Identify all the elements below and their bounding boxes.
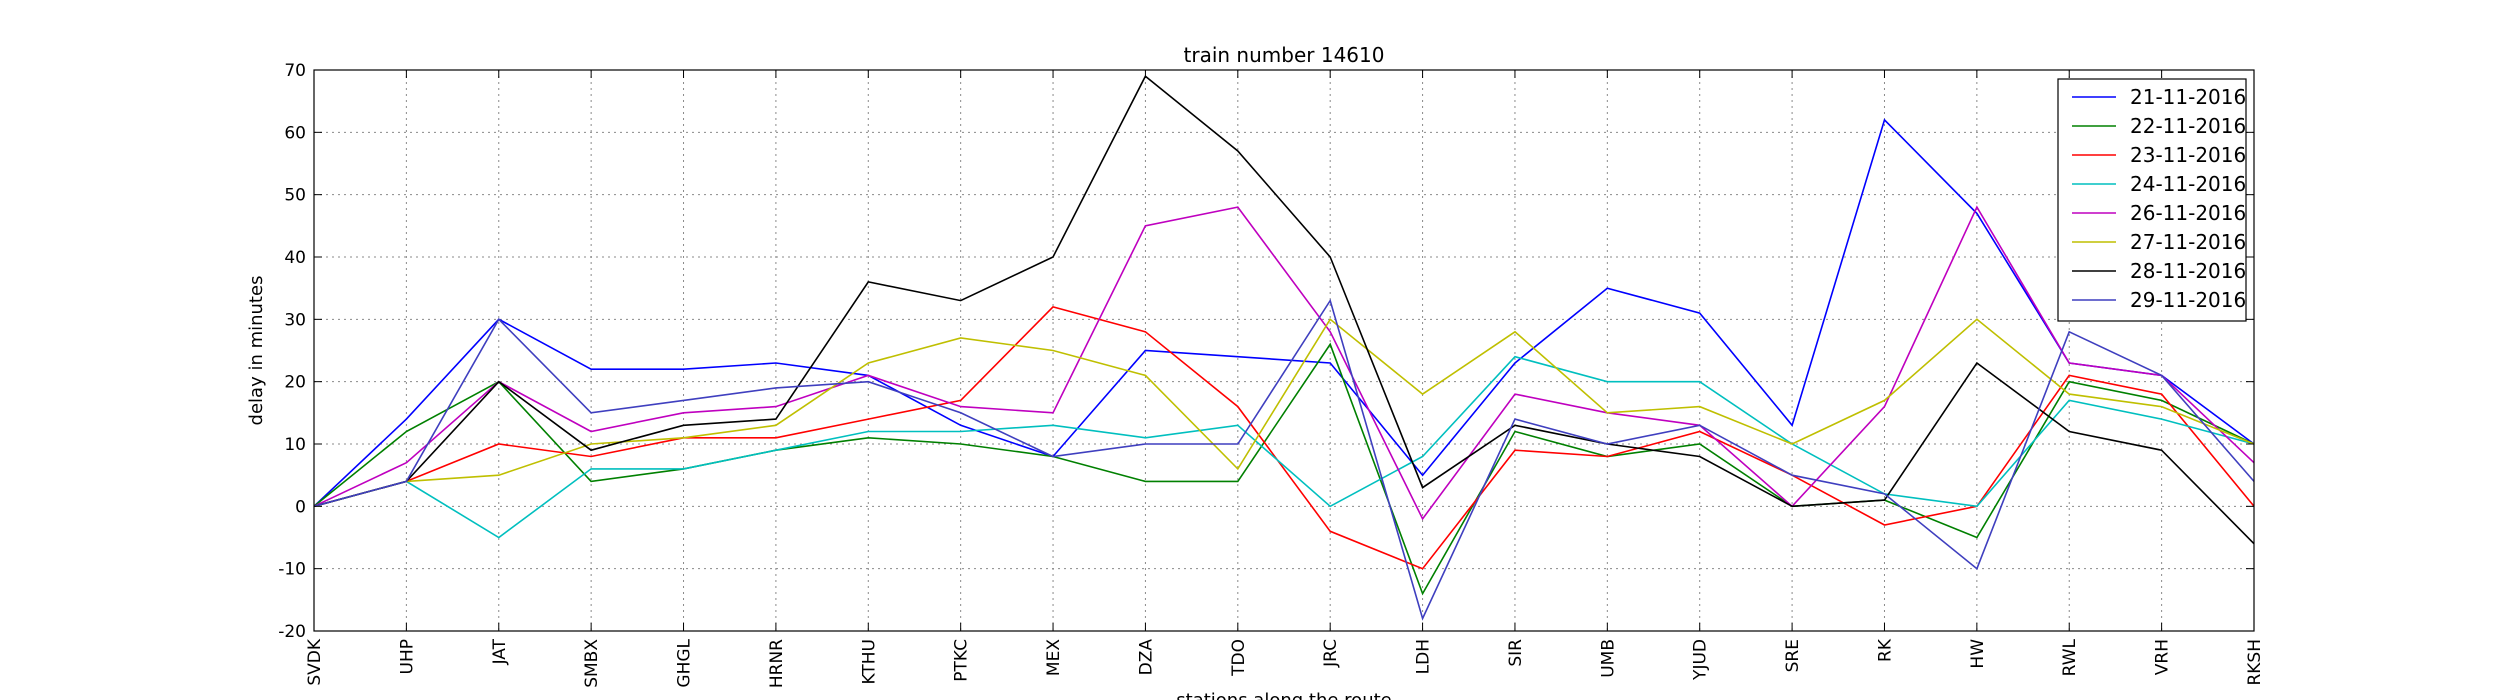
- legend-entry: 26-11-2016: [2130, 201, 2246, 225]
- y-tick-label: 0: [295, 497, 306, 517]
- y-axis-title: delay in minutes: [246, 276, 267, 426]
- x-tick-label: MEX: [1044, 639, 1064, 676]
- legend-entry: 27-11-2016: [2130, 230, 2246, 254]
- x-tick-label: SRE: [1783, 639, 1803, 672]
- series-lines: [313, 74, 2255, 621]
- x-tick-label: DZA: [1136, 639, 1156, 676]
- x-tick-label: KTHU: [859, 639, 879, 684]
- series-line-26-11-2016: [313, 205, 2255, 521]
- x-tick-label: HRNR: [767, 639, 787, 688]
- x-tick-label: UMB: [1598, 639, 1618, 678]
- plot-area-frame: [313, 69, 2255, 632]
- y-tick-label: -10: [278, 560, 306, 580]
- x-tick-label: GHGL: [675, 638, 695, 687]
- series-line-27-11-2016: [313, 318, 2255, 508]
- grid: [313, 69, 2255, 632]
- y-tick-labels: -20 -10 0 10 20 30 40 50 60 70: [278, 61, 306, 642]
- y-tick-label: 30: [284, 310, 306, 330]
- legend-frame: [2057, 78, 2247, 322]
- legend-entry: 22-11-2016: [2130, 114, 2246, 138]
- legend-entry: 28-11-2016: [2130, 259, 2246, 283]
- legend-entry: 23-11-2016: [2130, 143, 2246, 167]
- x-tick-labels: SVDK UHP JAT SMBX GHGL HRNR KTHU PTKC MEX DZA TDO J…: [305, 638, 2265, 688]
- x-tick-label: UHP: [397, 639, 417, 674]
- y-tick-label: 20: [284, 373, 306, 393]
- y-tick-label: 70: [284, 61, 306, 81]
- x-tick-label: TDO: [1229, 639, 1249, 677]
- legend-entry: 21-11-2016: [2130, 85, 2246, 109]
- legend-entry: 24-11-2016: [2130, 172, 2246, 196]
- x-tick-label: PTKC: [952, 639, 972, 682]
- series-line-23-11-2016: [313, 306, 2255, 570]
- x-tick-label: LDH: [1414, 639, 1434, 674]
- x-tick-label: SVDK: [305, 638, 325, 686]
- y-tick-label: 50: [284, 186, 306, 206]
- x-axis-title: stations along the route: [1176, 690, 1391, 700]
- x-tick-label: SIR: [1506, 639, 1526, 667]
- x-tick-label: JRC: [1321, 639, 1341, 668]
- x-tick-label: VRH: [2153, 639, 2173, 675]
- series-line-22-11-2016: [313, 342, 2255, 596]
- x-tick-label: SMBX: [582, 639, 602, 688]
- x-tick-label: JAT: [490, 638, 510, 665]
- y-tick-label: 10: [284, 435, 306, 455]
- legend: 21-11-2016 22-11-2016 23-11-2016 24-11-2016…: [2057, 78, 2247, 322]
- y-tick-label: -20: [278, 622, 306, 642]
- legend-entry: 29-11-2016: [2130, 288, 2246, 312]
- series-line-28-11-2016: [313, 74, 2255, 545]
- x-tick-label: RK: [1875, 638, 1895, 662]
- series-line-29-11-2016: [313, 298, 2255, 621]
- axis-ticks: [313, 69, 2255, 632]
- y-tick-label: 60: [284, 123, 306, 143]
- y-tick-label: 40: [284, 248, 306, 268]
- x-tick-label: RWL: [2060, 638, 2080, 676]
- series-line-24-11-2016: [313, 355, 2255, 539]
- chart-title: train number 14610: [1184, 43, 1385, 67]
- x-tick-label: YJUD: [1691, 639, 1711, 681]
- x-tick-label: RKSH: [2245, 639, 2265, 686]
- x-tick-label: HW: [1968, 639, 1988, 669]
- series-line-21-11-2016: [313, 118, 2255, 507]
